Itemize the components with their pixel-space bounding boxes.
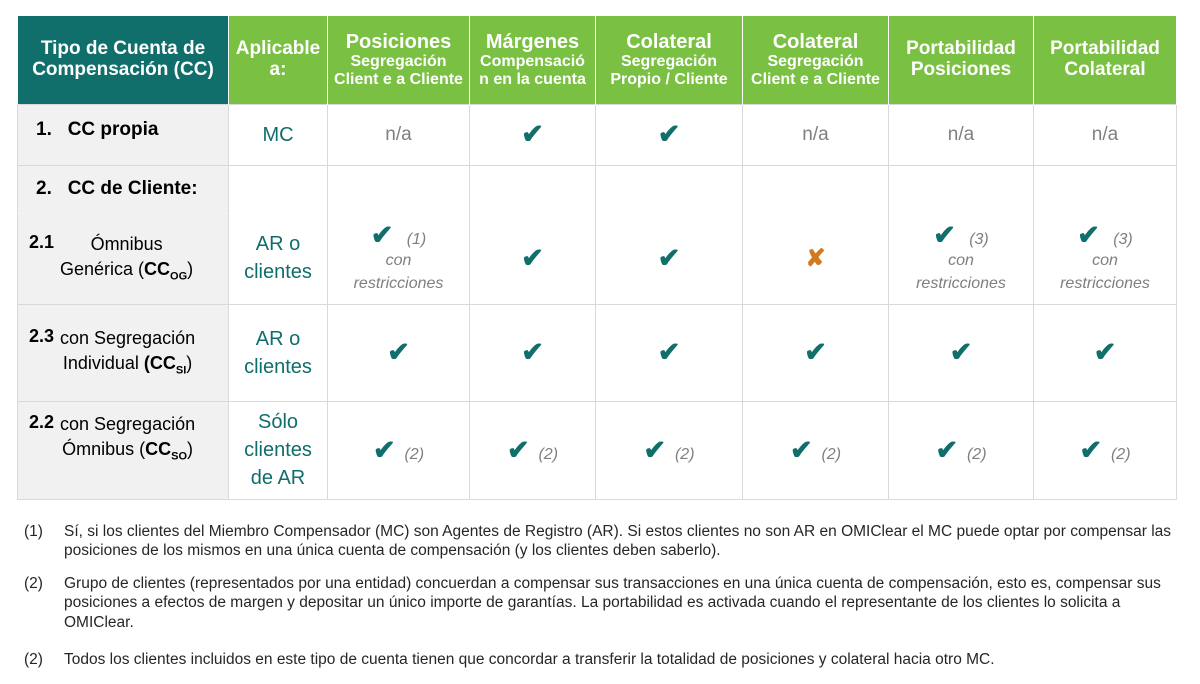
applicable-cell: MC	[228, 103, 328, 166]
row-label-segregacion-omnibus: 2.2 con Segregación Ómnibus (CCSO)	[17, 400, 229, 500]
table-row: 1. CC propia MC n/a ✔ ✔ n/a n/a n/a	[17, 103, 1177, 166]
check-icon: ✔	[789, 434, 813, 465]
footnote-text: Todos los clientes incluidos en este tip…	[64, 651, 995, 668]
row-label-omnibus-generica: 2.1 Ómnibus Genérica (CCOG)	[17, 213, 229, 305]
check-cell: ✔ (2)	[1033, 400, 1177, 500]
header-collateral-own: Colateral Segregación Propio / Cliente	[595, 16, 743, 104]
header-portability-positions: Portabilidad Posiciones	[888, 16, 1034, 104]
cross-icon: ✘	[805, 244, 826, 272]
check-cell: ✔ (2)	[469, 400, 596, 500]
check-cell: ✔	[469, 213, 596, 305]
footnote-marker: (2)	[24, 575, 43, 592]
check-icon: ✔	[949, 337, 973, 367]
na-cell: n/a	[327, 103, 470, 166]
table-row: 2. CC de Cliente:	[17, 164, 1177, 214]
header-applicable: Aplicable a:	[228, 16, 328, 104]
row-label-cc-propia: 1. CC propia	[17, 103, 229, 166]
check-cell: ✔	[888, 303, 1034, 402]
check-cell: ✔	[1033, 303, 1177, 402]
check-cell: ✔	[742, 303, 889, 402]
footnote-3: (2) Todos los clientes incluidos en este…	[24, 650, 1174, 669]
check-icon: ✔	[372, 434, 396, 465]
check-cell: ✔ (2)	[327, 400, 470, 500]
check-icon: ✔	[521, 242, 544, 273]
footnote-2: (2) Grupo de clientes (representados por…	[24, 574, 1174, 632]
check-icon: ✔	[1077, 219, 1100, 250]
restricted-cell: ✔ (3) con restricciones	[1033, 213, 1177, 305]
header-collateral-client: Colateral Segregación Client e a Cliente	[742, 16, 889, 104]
check-icon: ✔	[657, 242, 681, 273]
table-row: 2.1 Ómnibus Genérica (CCOG) AR o clientes ✔…	[17, 213, 1177, 305]
footnote-marker: (2)	[24, 651, 43, 668]
check-icon: ✔	[643, 434, 667, 465]
check-icon: ✔	[935, 434, 959, 465]
check-icon: ✔	[657, 337, 681, 367]
header-margins: Márgenes Compensació n en la cuenta	[469, 16, 596, 104]
header-portability-collateral: Portabilidad Colateral	[1033, 16, 1177, 104]
check-icon: ✔	[521, 337, 544, 367]
check-icon: ✔	[1093, 337, 1117, 367]
footnote-text: Sí, si los clientes del Miembro Compensa…	[64, 523, 1172, 560]
check-cell: ✔	[595, 103, 743, 166]
header-account-type: Tipo de Cuenta de Compensación (CC)	[17, 16, 229, 104]
check-cell: ✔	[469, 303, 596, 402]
restricted-cell: ✔ (3) con restricciones	[888, 213, 1034, 305]
check-icon: ✔	[521, 119, 544, 149]
table-row: 2.2 con Segregación Ómnibus (CCSO) Sólo cli…	[17, 400, 1177, 500]
header-row: Tipo de Cuenta de Compensación (CC) Aplic…	[17, 16, 1177, 104]
cross-cell: ✘	[742, 213, 889, 305]
check-cell: ✔ (2)	[742, 400, 889, 500]
check-icon: ✔	[387, 337, 410, 367]
check-icon: ✔	[657, 119, 681, 149]
table-row: 2.3 con Segregación Individual (CCSI) AR o…	[17, 303, 1177, 402]
row-label-segregacion-individual: 2.3 con Segregación Individual (CCSI)	[17, 303, 229, 402]
check-icon: ✔	[804, 337, 827, 367]
check-cell: ✔	[327, 303, 470, 402]
applicable-cell: AR o clientes	[228, 213, 328, 305]
footnote-1: (1) Sí, si los clientes del Miembro Comp…	[24, 522, 1174, 561]
footnote-marker: (1)	[24, 523, 43, 540]
check-cell: ✔	[469, 103, 596, 166]
check-cell: ✔	[595, 303, 743, 402]
header-positions: Posiciones Segregación Client e a Cliente	[327, 16, 470, 104]
check-cell: ✔ (2)	[595, 400, 743, 500]
check-icon: ✔	[1079, 434, 1103, 465]
check-icon: ✔	[370, 219, 394, 250]
na-cell: n/a	[1033, 103, 1177, 166]
check-cell: ✔ (2)	[888, 400, 1034, 500]
check-icon: ✔	[933, 219, 956, 250]
applicable-cell: AR o clientes	[228, 303, 328, 402]
row-label-cc-cliente: 2. CC de Cliente:	[17, 164, 229, 214]
applicable-cell: Sólo clientes de AR	[228, 400, 328, 500]
restricted-cell: ✔ (1) con restricciones	[327, 213, 470, 305]
check-cell: ✔	[595, 213, 743, 305]
footnote-text: Grupo de clientes (representados por una…	[64, 575, 1161, 631]
check-icon: ✔	[506, 434, 530, 465]
na-cell: n/a	[742, 103, 889, 166]
na-cell: n/a	[888, 103, 1034, 166]
account-types-table: Tipo de Cuenta de Compensación (CC) Aplic…	[17, 16, 1177, 500]
